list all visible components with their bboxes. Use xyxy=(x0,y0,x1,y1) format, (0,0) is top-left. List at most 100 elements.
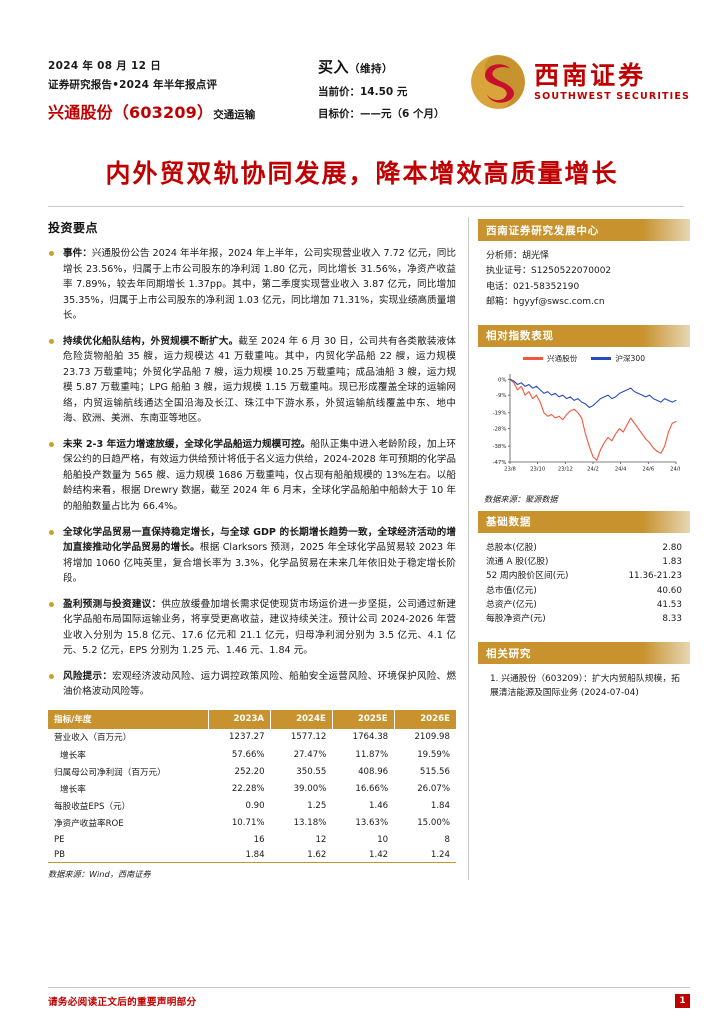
cell-value: 19.59% xyxy=(417,749,450,760)
cell-value: 16.66% xyxy=(355,783,389,794)
table-source: 数据来源：Wind，西南证券 xyxy=(48,869,151,880)
logo-english-name: SOUTHWEST SECURITIES xyxy=(534,90,690,102)
list-item: 持续优化船队结构，外贸规模不断扩大。截至 2024 年 6 月 30 日，公司共… xyxy=(48,334,456,427)
cell-value: 10.71% xyxy=(231,818,265,829)
point-body: 兴通股份公告 2024 年半年报，2024 年上半年，公司实现营业收入 7.72… xyxy=(63,248,456,322)
row-label: 营业收入（百万元） xyxy=(54,733,132,744)
cell-value: 10 xyxy=(377,834,389,845)
list-item: 总股本(亿股) 2.80 xyxy=(486,541,686,555)
cell-value: 22.28% xyxy=(231,783,265,794)
cell-value: 1764.38 xyxy=(352,732,389,743)
rating-line: 买入（维持） xyxy=(318,56,444,77)
basic-data-panel: 基础数据 总股本(亿股) 2.80 流通 A 股(亿股) 1.83 52 周内股… xyxy=(478,510,690,637)
data-label: 总股本(亿股) xyxy=(486,542,537,553)
financial-summary-table: 指标/年度 2023A 2024E 2025E 2026E 营业收入（百万元） … xyxy=(48,709,456,864)
data-label: 总市值(亿元) xyxy=(486,585,537,596)
table-row: PE 16 12 10 8 xyxy=(48,832,456,847)
list-item: 每股净资产(元) 8.33 xyxy=(486,612,686,626)
point-text: 盈利预测与投资建议：供应放缓叠加增长需求促使现货市场运价进一步坚挺，公司通过新建… xyxy=(63,597,456,659)
page-number: 1 xyxy=(675,994,690,1008)
page-title: 内外贸双轨协同发展，降本增效高质量增长 xyxy=(105,159,619,188)
data-label: 52 周内股价区间(元) xyxy=(486,571,569,582)
svg-text:-47%: -47% xyxy=(493,460,507,466)
related-research-item[interactable]: 1. 兴通股份（603209）：扩大内贸船队规模，拓展清洁能源及国际业务 (20… xyxy=(490,674,680,699)
header-left-block: 2024 年 08 月 12 日 证券研究报告•2024 年半年报点评 兴通股份… xyxy=(48,58,255,123)
cell-value: 1.24 xyxy=(394,847,456,864)
data-label: 每股净资产(元) xyxy=(486,614,546,625)
point-body: 船队正集中进入老龄阶段，加上环保公约的日趋严格，有效运力供给预计将低于名义运力供… xyxy=(63,438,457,512)
relative-performance-chart: 0% -9% -19% -28% -38% -47%23/8 23/10 23/12 24/2 2… xyxy=(493,373,682,472)
chart-panel-title: 相对指数表现 xyxy=(478,324,690,347)
list-item: 风险提示：宏观经济波动风险、运力调控政策风险、船舶安全运营风险、环境保护风险、燃… xyxy=(48,669,456,700)
list-item: 总市值(亿元) 40.60 xyxy=(486,584,686,598)
relative-performance-panel: 相对指数表现 兴通股份 沪深300 0% -9% -19% -28% -38% -47% 2… xyxy=(478,324,690,505)
data-value: 1.83 xyxy=(662,557,682,568)
report-date: 2024 年 08 月 12 日 xyxy=(48,60,162,72)
data-label: 流通 A 股(亿股) xyxy=(486,557,549,568)
cell-value: 57.66% xyxy=(231,749,265,760)
point-body: 宏观经济波动风险、运力调控政策风险、船舶安全运营风险、环境保护风险、燃油价格波动… xyxy=(63,670,457,698)
cell-value: 27.47% xyxy=(293,749,327,760)
basic-data-title: 基础数据 xyxy=(478,510,690,533)
table-header-row: 指标/年度 2023A 2024E 2025E 2026E xyxy=(48,709,456,729)
legend-label-stock: 兴通股份 xyxy=(546,353,578,363)
table-row: 营业收入（百万元） 1237.27 1577.12 1764.38 2109.9… xyxy=(48,729,456,746)
cell-value: 1.46 xyxy=(369,801,389,812)
col-header-metric: 指标/年度 xyxy=(48,709,210,729)
row-label: 净资产收益率ROE xyxy=(54,819,124,830)
cell-value: 16 xyxy=(253,834,265,845)
report-body: 投资要点 事件：兴通股份公告 2024 年半年报，2024 年上半年，公司实现营… xyxy=(0,207,724,881)
svg-text:24/4: 24/4 xyxy=(615,466,627,472)
svg-text:0%: 0% xyxy=(498,377,507,383)
row-label: 每股收益EPS（元） xyxy=(54,802,131,813)
cell-value: 350.55 xyxy=(296,766,327,777)
investment-highlights-heading: 投资要点 xyxy=(48,221,99,235)
related-research-title: 相关研究 xyxy=(478,642,690,665)
row-label: 增长率 xyxy=(60,750,86,761)
cell-value: 2109.98 xyxy=(414,732,450,743)
list-item: 盈利预测与投资建议：供应放缓叠加增长需求促使现货市场运价进一步坚挺，公司通过新建… xyxy=(48,597,456,659)
cell-value: 11.87% xyxy=(355,749,389,760)
svg-text:-9%: -9% xyxy=(496,393,507,399)
analyst-name: 分析师：胡光怿 xyxy=(486,251,550,261)
point-lead: 盈利预测与投资建议： xyxy=(63,598,162,610)
point-text: 未来 2-3 年运力增速放缓，全球化学品船运力规模可控。船队正集中进入老龄阶段，… xyxy=(63,437,456,515)
column-divider xyxy=(468,217,469,881)
research-center-body: 分析师：胡光怿 执业证号：S1250522070002 电话：021-58352… xyxy=(478,241,690,321)
related-research-panel: 相关研究 1. 兴通股份（603209）：扩大内贸船队规模，拓展清洁能源及国际业… xyxy=(478,642,690,710)
header-rating-block: 买入（维持） 当前价：14.50 元 目标价：——元（6 个月） xyxy=(318,56,444,128)
cell-value: 1.84 xyxy=(430,801,450,812)
table-body: 营业收入（百万元） 1237.27 1577.12 1764.38 2109.9… xyxy=(48,729,456,864)
data-label: 总资产(亿元) xyxy=(486,599,537,610)
col-header-2023a: 2023A xyxy=(208,709,272,729)
list-item: 未来 2-3 年运力增速放缓，全球化学品船运力规模可控。船队正集中进入老龄阶段，… xyxy=(48,437,456,515)
target-price: 目标价：——元（6 个月） xyxy=(318,108,445,120)
chart-legend: 兴通股份 沪深300 xyxy=(480,353,688,364)
svg-text:24/2: 24/2 xyxy=(587,466,599,472)
report-header: 2024 年 08 月 12 日 证券研究报告•2024 年半年报点评 兴通股份… xyxy=(0,0,724,140)
basic-data-body: 总股本(亿股) 2.80 流通 A 股(亿股) 1.83 52 周内股价区间(元… xyxy=(478,533,690,637)
col-header-2024e: 2024E xyxy=(270,709,333,729)
legend-swatch-index xyxy=(591,357,612,360)
cell-value: 0.90 xyxy=(245,801,265,812)
related-research-body: 1. 兴通股份（603209）：扩大内贸船队规模，拓展清洁能源及国际业务 (20… xyxy=(478,664,690,710)
rating-suffix: （维持） xyxy=(349,63,394,75)
cell-value: 1.25 xyxy=(307,801,327,812)
analyst-phone: 电话：021-58352190 xyxy=(486,281,580,292)
table-row: 增长率 57.66% 27.47% 11.87% 19.59% xyxy=(48,746,456,763)
data-value: 41.53 xyxy=(656,599,682,610)
sidebar: 西南证券研究发展中心 分析师：胡光怿 执业证号：S1250522070002 电… xyxy=(478,207,690,880)
point-body: 供应放缓叠加增长需求促使现货市场运价进一步坚挺，公司通过新建化学品船布局国际运输… xyxy=(63,598,457,657)
list-item: 事件：兴通股份公告 2024 年半年报，2024 年上半年，公司实现营业收入 7… xyxy=(48,246,456,324)
point-text: 风险提示：宏观经济波动风险、运力调控政策风险、船舶安全运营风险、环境保护风险、燃… xyxy=(63,669,456,700)
data-value: 8.33 xyxy=(662,614,682,625)
cell-value: 13.63% xyxy=(355,818,389,829)
svg-text:-38%: -38% xyxy=(493,444,507,450)
cell-value: 1.84 xyxy=(208,847,271,864)
table-row: 每股收益EPS（元） 0.90 1.25 1.46 1.84 xyxy=(48,798,456,815)
svg-text:23/12: 23/12 xyxy=(558,466,573,472)
cell-value: 1237.27 xyxy=(229,732,265,743)
col-header-2025e: 2025E xyxy=(332,709,395,729)
list-item: 52 周内股价区间(元) 11.36-21.23 xyxy=(486,569,686,583)
